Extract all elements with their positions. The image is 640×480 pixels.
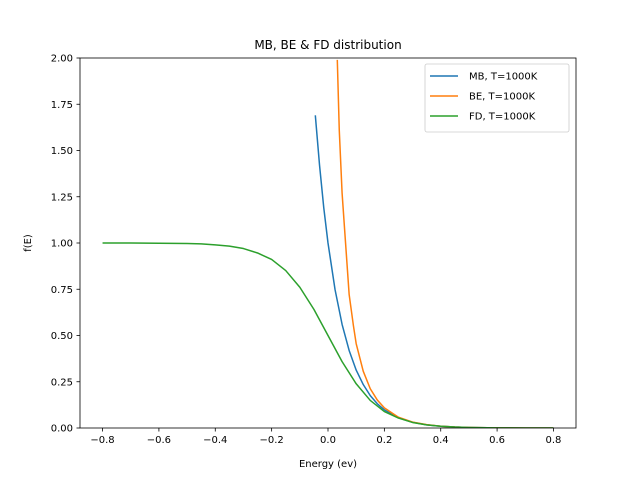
y-tick-label: 0.50 — [51, 331, 73, 342]
legend: MB, T=1000K BE, T=1000K FD, T=1000K — [424, 63, 570, 133]
y-tick-label: 0.00 — [51, 424, 73, 435]
legend-box — [424, 63, 570, 133]
series-layer — [102, 59, 554, 428]
legend-label-0: MB, T=1000K — [469, 72, 538, 83]
x-tick-label: −0.2 — [259, 435, 283, 446]
series-line-0 — [314, 115, 554, 428]
x-tick-label: −0.6 — [147, 435, 171, 446]
y-tick-label: 1.50 — [51, 146, 73, 157]
x-tick-label: 0.2 — [376, 435, 392, 446]
y-tick-label: 0.75 — [51, 285, 73, 296]
axes: −0.8 −0.6 −0.4 −0.2 0.0 0.2 0.4 0.6 0.8 0.00 0.25 0… — [51, 54, 577, 446]
x-tick-label: −0.4 — [203, 435, 227, 446]
y-tick-label: 1.00 — [51, 239, 73, 250]
chart-title: MB, BE & FD distribution — [254, 38, 401, 52]
y-axis-label: f(E) — [23, 234, 34, 252]
series-line-2 — [102, 242, 554, 428]
x-tick-label: 0.6 — [489, 435, 505, 446]
y-tick-label: 2.00 — [51, 54, 73, 65]
x-tick-label: −0.8 — [90, 435, 114, 446]
legend-label-2: FD, T=1000K — [469, 112, 536, 123]
y-tick-label: 1.25 — [51, 192, 73, 203]
x-tick-label: 0.4 — [433, 435, 449, 446]
legend-label-1: BE, T=1000K — [469, 92, 535, 103]
y-tick-label: 0.25 — [51, 377, 73, 388]
y-tick-label: 1.75 — [51, 100, 73, 111]
x-tick-label: 0.0 — [320, 435, 336, 446]
x-tick-label: 0.8 — [546, 435, 562, 446]
x-axis-label: Energy (ev) — [299, 459, 357, 470]
